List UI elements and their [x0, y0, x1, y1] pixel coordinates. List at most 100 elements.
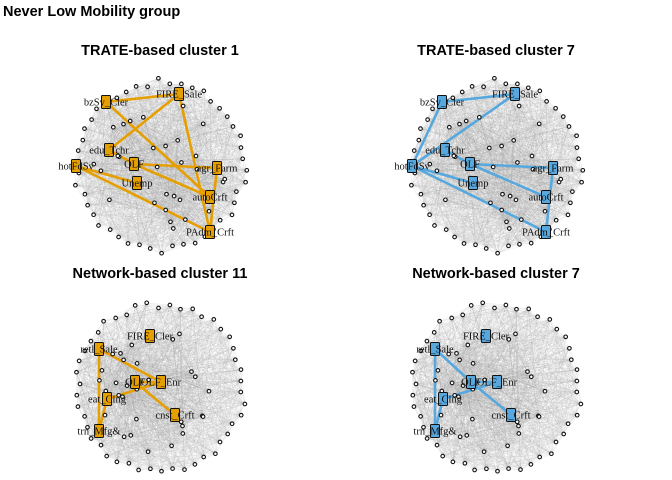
network-node: [217, 217, 223, 223]
background-edge: [84, 128, 174, 229]
background-edge: [93, 214, 221, 221]
background-edge: [127, 236, 205, 244]
network-node: [75, 148, 81, 153]
background-edge: [91, 119, 158, 168]
background-edge: [127, 182, 138, 244]
background-edge: [98, 116, 228, 226]
network-node: [211, 317, 217, 322]
background-edge: [158, 78, 184, 107]
background-edge: [130, 83, 182, 122]
network-node: [206, 388, 212, 394]
network-node: [150, 145, 156, 151]
background-edge: [78, 150, 94, 165]
background-edge: [172, 211, 210, 247]
background-edge: [84, 128, 162, 254]
network-node: [189, 369, 194, 374]
background-edge: [73, 91, 127, 162]
background-edge: [139, 182, 246, 245]
background-edge: [195, 135, 241, 244]
background-edge: [105, 101, 173, 246]
network-node: [170, 466, 175, 471]
background-edge: [183, 101, 211, 107]
background-edge: [93, 101, 106, 165]
highlight-node-label: trn_Mfg&: [77, 427, 120, 438]
background-edge: [87, 199, 181, 206]
background-edge: [203, 101, 211, 124]
network-node: [193, 153, 199, 159]
background-edge: [130, 120, 196, 244]
background-edge: [78, 150, 211, 198]
network-node: [427, 212, 432, 218]
background-edge: [178, 93, 237, 192]
network-node: [208, 99, 213, 104]
highlight-node-label: bzSv_Cler: [420, 98, 465, 109]
background-edge: [170, 221, 205, 237]
background-edge: [181, 83, 234, 127]
background-edge: [135, 86, 158, 168]
background-edge: [96, 108, 120, 157]
background-edge: [116, 97, 182, 163]
background-edge: [136, 182, 246, 184]
background-edge: [110, 123, 204, 230]
network-node: [127, 118, 133, 124]
background-edge: [93, 199, 110, 215]
background-edge: [91, 119, 155, 203]
network-node: [167, 81, 173, 87]
network-node: [110, 124, 116, 130]
network-node: [418, 126, 423, 131]
background-edge: [84, 194, 174, 229]
network-node: [242, 401, 248, 407]
background-edge: [84, 83, 170, 129]
background-edge: [127, 108, 220, 244]
panel-trate-cluster-7: TRATE-based cluster 7 FIRE_SalebzSv_Cler…: [394, 43, 586, 256]
background-edge: [78, 150, 211, 233]
network-node: [416, 137, 422, 143]
background-edge: [166, 194, 206, 237]
background-edge: [211, 182, 246, 193]
background-edge: [84, 128, 158, 168]
background-edge: [98, 155, 118, 226]
background-edge: [183, 155, 197, 245]
network-node: [121, 357, 126, 363]
network-node: [544, 99, 549, 104]
background-edge: [130, 86, 148, 122]
network-node: [434, 168, 440, 174]
background-edge: [169, 83, 212, 193]
background-edge: [73, 123, 124, 162]
background-edge: [172, 108, 220, 246]
background-edge: [110, 108, 220, 230]
background-edge: [93, 127, 114, 215]
network-node: [77, 381, 83, 387]
background-edge: [91, 119, 131, 122]
network-node: [167, 302, 173, 308]
background-edge: [227, 116, 233, 215]
network-node: [516, 103, 522, 109]
highlight-node-label: FIRE_Cler: [127, 332, 174, 343]
network-node: [229, 212, 235, 218]
background-edge: [84, 163, 135, 195]
network-node: [200, 121, 206, 127]
background-edge: [195, 116, 228, 244]
network-node: [192, 462, 198, 467]
background-edge: [93, 101, 211, 215]
network-node: [488, 200, 493, 206]
background-edge: [181, 108, 220, 163]
background-edge: [182, 105, 246, 183]
network-node: [199, 314, 204, 320]
background-edge: [210, 101, 234, 127]
background-edge: [169, 83, 181, 200]
background-edge: [150, 166, 158, 249]
network-node: [244, 167, 250, 173]
background-edge: [139, 196, 211, 245]
background-edge: [98, 225, 174, 229]
background-edge: [75, 101, 106, 167]
figure-title: Never Low Mobility group: [3, 4, 180, 20]
background-edge: [192, 87, 246, 183]
background-edge: [93, 214, 174, 229]
background-edge: [139, 162, 182, 245]
background-edge: [118, 221, 171, 238]
background-edge: [84, 147, 242, 195]
background-edge: [84, 167, 218, 195]
background-edge: [166, 194, 235, 203]
background-edge: [84, 128, 94, 165]
